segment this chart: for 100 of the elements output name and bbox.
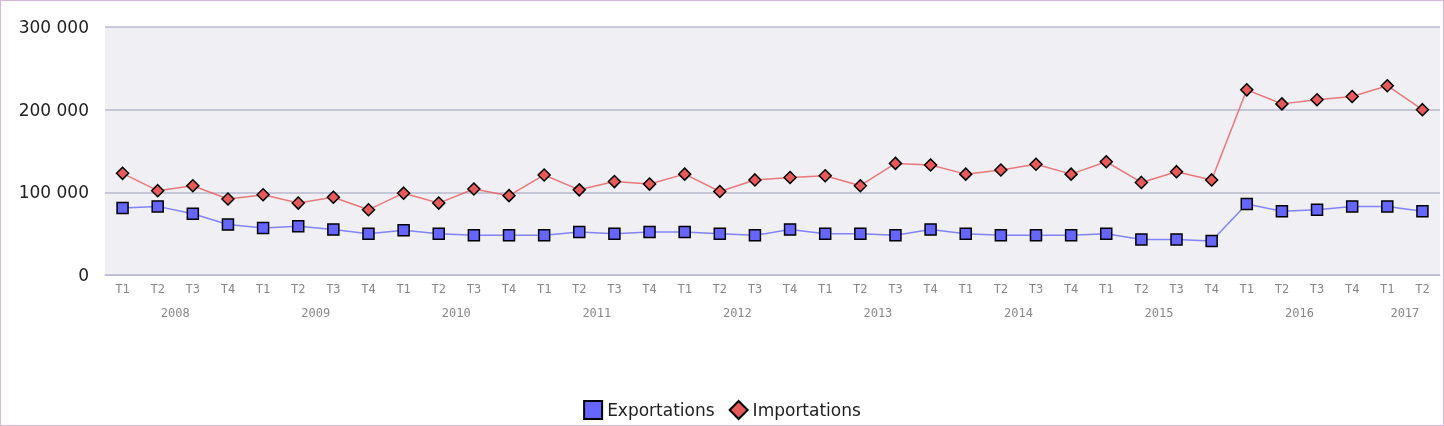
x-tick-label: T3 (888, 282, 903, 296)
point (783, 170, 797, 185)
x-tick-label: T2 (572, 282, 587, 296)
point (643, 225, 656, 239)
point (1345, 89, 1359, 104)
point (573, 225, 586, 239)
point (432, 196, 446, 210)
legend-label: Exportations (607, 400, 715, 420)
point (537, 168, 551, 182)
x-tick-label: T3 (185, 282, 201, 296)
point (115, 166, 130, 181)
point (677, 167, 692, 181)
point (221, 192, 235, 206)
x-tick-label: T2 (1134, 282, 1149, 296)
point (150, 183, 165, 198)
point (854, 227, 867, 240)
point (537, 229, 551, 242)
x-tick-label: T1 (958, 282, 973, 296)
text: 2012 (722, 306, 752, 320)
point (994, 229, 1008, 242)
point (1064, 229, 1078, 242)
point (432, 227, 445, 240)
point (608, 227, 621, 240)
point (1169, 164, 1184, 179)
point (783, 223, 797, 236)
y-tick-label: 0 (78, 265, 89, 285)
point (1064, 167, 1078, 181)
point (397, 224, 410, 237)
point (889, 229, 902, 242)
x-tick-label: T1 (255, 282, 271, 296)
point (396, 186, 411, 200)
x-tick-label: T4 (361, 282, 376, 296)
point (853, 178, 868, 193)
point (291, 219, 305, 233)
point (1310, 93, 1324, 107)
point (1310, 203, 1324, 216)
x-tick-label: T3 (747, 282, 763, 296)
x-tick-label: T1 (396, 282, 411, 296)
x-tick-label: T3 (1169, 282, 1184, 296)
point (221, 218, 235, 231)
point (186, 178, 200, 193)
x-tick-label: T1 (817, 282, 833, 296)
x-tick-label: T3 (326, 282, 341, 296)
point (1415, 102, 1430, 117)
text: 2014 (1003, 306, 1033, 320)
point (958, 167, 973, 181)
point (748, 229, 762, 242)
y-tick-label: 200 000 (18, 99, 89, 120)
point (256, 221, 270, 235)
x-tick-label: T2 (853, 282, 868, 296)
point (748, 173, 762, 187)
point (642, 177, 657, 191)
point (713, 227, 727, 240)
point (1204, 173, 1219, 187)
x-tick-label: T3 (607, 282, 622, 296)
point (1240, 197, 1254, 211)
text: 2009 (301, 306, 331, 320)
x-tick-label: T3 (466, 282, 482, 296)
text: 2010 (441, 306, 471, 320)
y-tick-label: 100 000 (18, 182, 89, 203)
point (1099, 155, 1113, 169)
point (1275, 205, 1289, 218)
point (1205, 234, 1218, 248)
text: 2013 (863, 306, 893, 320)
point (818, 169, 832, 183)
point (678, 225, 691, 239)
x-tick-label: T1 (1239, 282, 1254, 296)
point (151, 200, 164, 213)
x-tick-label: T1 (677, 282, 692, 296)
point (326, 190, 341, 205)
text: 2008 (160, 306, 190, 320)
x-tick-label: T1 (1380, 282, 1395, 296)
point (467, 229, 481, 242)
x-tick-label: T1 (536, 282, 552, 296)
point (1345, 200, 1359, 213)
text: 2015 (1144, 306, 1174, 320)
point (923, 158, 938, 172)
point (1381, 200, 1394, 213)
x-tick-label: T2 (150, 282, 165, 296)
point (362, 227, 375, 240)
point (116, 201, 129, 215)
point (1380, 78, 1395, 93)
x-tick-label: T4 (1344, 282, 1360, 296)
x-tick-label: T2 (993, 282, 1009, 296)
point (502, 229, 516, 242)
x-tick-label: T2 (1274, 282, 1290, 296)
x-tick-label: T2 (431, 282, 446, 296)
x-tick-label: T4 (782, 282, 798, 296)
x-tick-label: T4 (501, 282, 517, 296)
x-tick-label: T3 (1028, 282, 1044, 296)
point (1029, 229, 1043, 242)
x-tick-label: T4 (1063, 282, 1079, 296)
point (327, 223, 340, 236)
point (361, 202, 376, 217)
point (818, 227, 832, 240)
point (1100, 227, 1113, 240)
point (959, 227, 972, 240)
legend-label: Importations (752, 400, 862, 420)
point (607, 174, 622, 189)
point (256, 188, 270, 202)
